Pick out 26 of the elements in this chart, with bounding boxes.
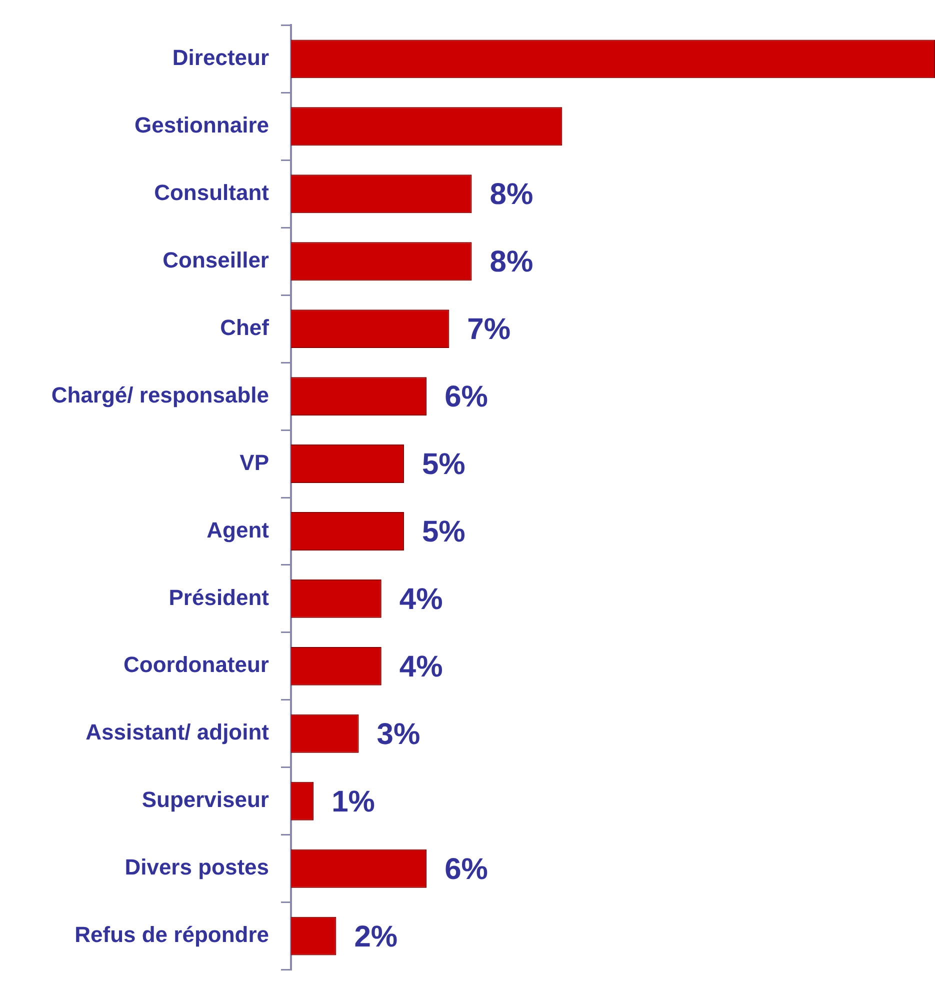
data-label: 7% (467, 313, 511, 346)
data-label: 4% (399, 650, 443, 684)
data-label: 6% (444, 380, 488, 414)
data-label: 1% (332, 785, 375, 818)
data-label: 2% (354, 920, 398, 954)
y-tick-label: Chargé/ responsable (51, 382, 269, 408)
y-tick-label: VP (240, 450, 269, 475)
data-label: 6% (444, 852, 488, 886)
y-tick-label: Agent (206, 517, 270, 542)
y-tick-label: Gestionnaire (134, 112, 269, 138)
y-tick-label: Superviseur (142, 787, 270, 812)
y-tick-label: Refus de répondre (74, 922, 269, 948)
y-tick-label: Divers postes (124, 854, 269, 880)
y-tick-label: Conseiller (162, 247, 270, 272)
y-tick-label: Coordonateur (124, 652, 270, 678)
data-label: 5% (422, 516, 466, 548)
data-label: 5% (422, 448, 466, 482)
data-label: 3% (376, 718, 420, 751)
y-tick-label: Directeur (172, 45, 270, 70)
y-tick-label: Chef (220, 314, 270, 340)
y-tick-label: Assistant/ adjoint (86, 720, 270, 745)
data-label: 8% (490, 246, 534, 279)
y-tick-label: Président (168, 584, 270, 610)
data-label: 8% (490, 178, 534, 212)
y-tick-label: Consultant (154, 180, 270, 205)
data-label: 4% (399, 582, 443, 616)
